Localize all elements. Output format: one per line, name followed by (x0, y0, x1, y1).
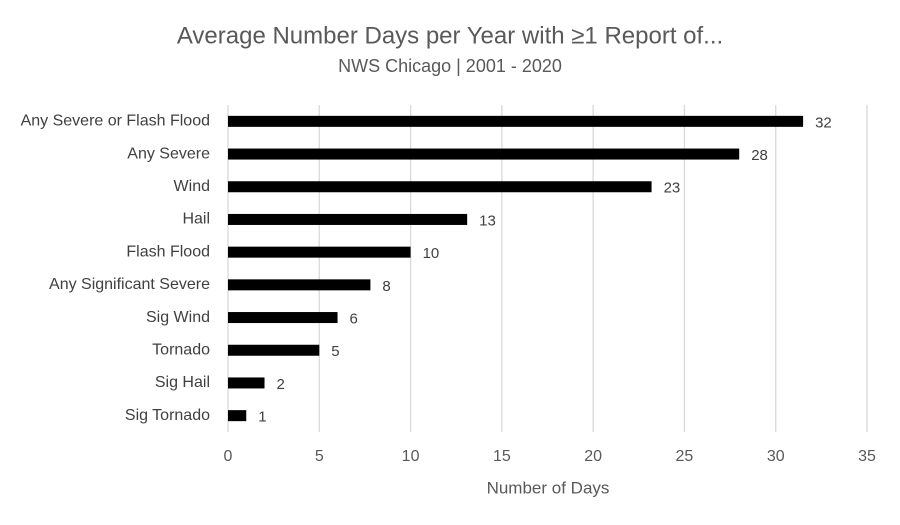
y-tick-label: Sig Hail (155, 374, 210, 391)
data-label: 28 (751, 147, 768, 164)
data-label: 1 (258, 409, 266, 426)
x-tick-label: 5 (315, 448, 324, 465)
x-tick-label: 25 (676, 448, 694, 465)
bar (228, 181, 652, 193)
bar (228, 213, 468, 225)
x-tick-label: 20 (584, 448, 602, 465)
data-label: 13 (479, 212, 496, 229)
data-label: 6 (350, 311, 358, 328)
y-tick-label: Sig Wind (146, 309, 210, 326)
bar (228, 377, 265, 389)
y-tick-label: Sig Tornado (125, 407, 210, 424)
y-tick-label: Tornado (152, 341, 210, 358)
x-tick-label: 10 (402, 448, 420, 465)
y-tick-label: Wind (174, 178, 210, 195)
bar (228, 148, 740, 160)
y-tick-label: Any Significant Severe (49, 276, 210, 293)
x-tick-label: 0 (224, 448, 233, 465)
data-label: 23 (664, 180, 681, 197)
data-label: 2 (277, 376, 285, 393)
bar (228, 279, 371, 291)
data-label: 8 (382, 278, 390, 295)
bar (228, 312, 338, 324)
data-label: 10 (423, 245, 440, 262)
bar (228, 344, 320, 356)
data-label: 32 (815, 114, 832, 131)
x-tick-label: 30 (767, 448, 785, 465)
chart-subtitle: NWS Chicago | 2001 - 2020 (338, 56, 562, 76)
bar (228, 410, 247, 422)
bar (228, 246, 411, 258)
x-tick-label: 15 (493, 448, 511, 465)
y-tick-label: Any Severe (127, 145, 210, 162)
chart-title: Average Number Days per Year with ≥1 Rep… (177, 22, 723, 49)
y-tick-label: Any Severe or Flash Flood (21, 113, 210, 130)
y-tick-label: Hail (182, 211, 210, 228)
x-tick-label: 35 (858, 448, 876, 465)
x-axis-title: Number of Days (487, 478, 610, 497)
data-label: 5 (331, 343, 339, 360)
y-tick-label: Flash Flood (126, 243, 210, 260)
bar (228, 115, 804, 127)
